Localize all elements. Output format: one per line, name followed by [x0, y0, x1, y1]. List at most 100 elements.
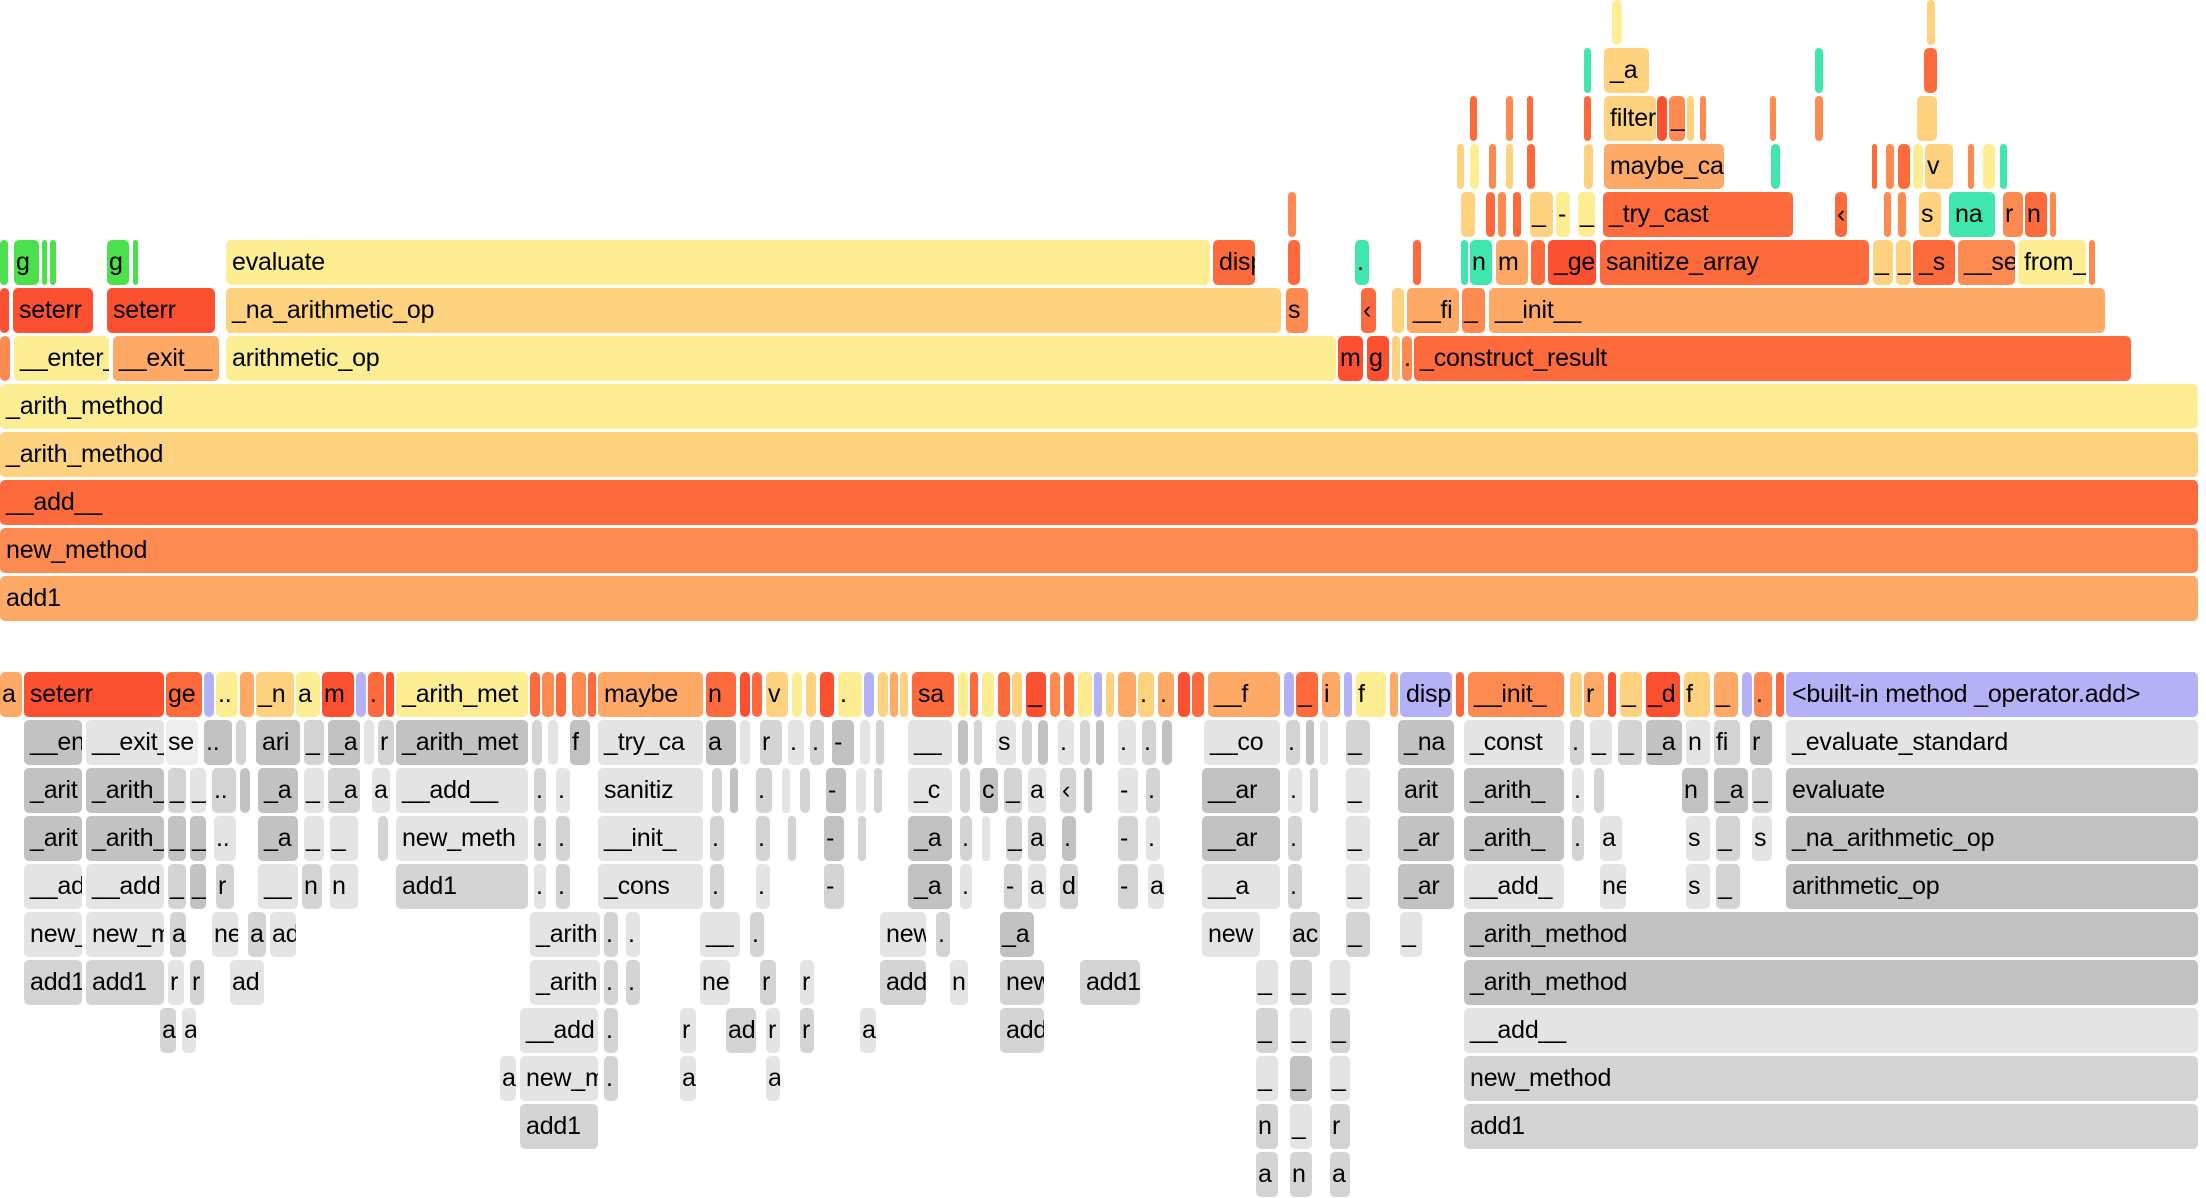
flame-frame[interactable]: [1924, 48, 1937, 93]
flame-frame[interactable]: [1192, 672, 1204, 717]
flame-frame[interactable]: [1461, 240, 1468, 285]
flame-frame[interactable]: _n: [256, 672, 294, 717]
flame-frame[interactable]: add1: [86, 960, 164, 1005]
flame-frame[interactable]: _: [1290, 1008, 1312, 1053]
flame-frame[interactable]: -: [832, 720, 854, 765]
flame-frame[interactable]: s: [1686, 816, 1710, 861]
flame-frame[interactable]: a: [1028, 816, 1046, 861]
flame-frame[interactable]: [204, 672, 214, 717]
flame-frame[interactable]: _: [1290, 960, 1312, 1005]
flame-frame[interactable]: .: [1062, 816, 1076, 861]
flame-frame[interactable]: [1776, 672, 1784, 717]
flame-frame[interactable]: [2000, 144, 2007, 189]
flame-frame[interactable]: [864, 672, 874, 717]
flame-frame[interactable]: _: [1256, 1008, 1278, 1053]
flame-frame[interactable]: r: [2003, 192, 2023, 237]
flame-frame[interactable]: r: [1750, 720, 1772, 765]
flame-frame[interactable]: ad: [726, 1008, 756, 1053]
flame-frame[interactable]: .: [604, 960, 618, 1005]
flame-frame[interactable]: new_m: [520, 1056, 598, 1101]
flame-frame[interactable]: _: [1346, 864, 1370, 909]
flame-frame[interactable]: a: [500, 1056, 516, 1101]
flame-frame[interactable]: _: [168, 864, 186, 909]
flame-frame[interactable]: [1884, 192, 1891, 237]
flame-frame[interactable]: g: [14, 240, 39, 285]
flame-frame[interactable]: _: [1716, 864, 1740, 909]
flame-frame[interactable]: .: [556, 768, 570, 813]
flame-frame[interactable]: from_: [2018, 240, 2086, 285]
flame-frame[interactable]: .: [604, 1008, 618, 1053]
flame-frame[interactable]: .: [534, 816, 546, 861]
flame-frame[interactable]: [982, 672, 994, 717]
flame-frame[interactable]: _: [190, 768, 206, 813]
icicle-graph-downward[interactable]: a seterr ge.. _n a m. _arith_met maybe n v. sa _.. _…: [0, 660, 2206, 1198]
flame-frame[interactable]: _: [1346, 720, 1370, 765]
flame-frame[interactable]: .: [1572, 768, 1584, 813]
flame-frame[interactable]: __a: [1202, 864, 1280, 909]
flame-frame[interactable]: [960, 768, 970, 813]
flame-frame[interactable]: .: [1286, 720, 1300, 765]
flame-frame[interactable]: _a: [1604, 48, 1649, 93]
flame-frame[interactable]: [1118, 672, 1136, 717]
flame-frame[interactable]: [1457, 144, 1464, 189]
flame-frame[interactable]: a: [248, 912, 266, 957]
flame-frame[interactable]: .: [960, 816, 972, 861]
flame-frame[interactable]: [1392, 288, 1404, 333]
flame-frame[interactable]: [1470, 96, 1477, 141]
flame-frame[interactable]: [800, 768, 810, 813]
flame-frame[interactable]: [1012, 672, 1022, 717]
flame-frame[interactable]: na: [1949, 192, 1995, 237]
flame-frame[interactable]: _arith_met: [396, 720, 528, 765]
flame-frame[interactable]: [1344, 672, 1352, 717]
flame-frame[interactable]: ..: [214, 816, 236, 861]
flame-frame[interactable]: [1584, 48, 1591, 93]
flame-frame[interactable]: [1288, 240, 1300, 285]
flame-frame[interactable]: [378, 816, 388, 861]
flame-frame[interactable]: [752, 672, 762, 717]
flame-frame[interactable]: .: [556, 864, 570, 909]
flame-frame[interactable]: _s: [1913, 240, 1955, 285]
flame-frame[interactable]: [1570, 672, 1582, 717]
flame-frame[interactable]: _: [1256, 960, 1278, 1005]
flame-frame[interactable]: [1513, 192, 1521, 237]
flame-frame[interactable]: r: [760, 960, 776, 1005]
flame-frame[interactable]: [1162, 720, 1172, 765]
flame-frame[interactable]: add1: [396, 864, 528, 909]
flame-frame[interactable]: ne: [700, 960, 730, 1005]
flame-frame[interactable]: _: [1400, 912, 1422, 957]
flame-frame[interactable]: se: [166, 720, 198, 765]
flame-frame[interactable]: [1968, 144, 1974, 189]
flame-frame[interactable]: d: [1060, 864, 1078, 909]
flame-frame[interactable]: [356, 672, 366, 717]
flame-frame[interactable]: [788, 816, 796, 861]
flame-frame[interactable]: s: [996, 720, 1016, 765]
flame-frame[interactable]: [1106, 672, 1114, 717]
flame-frame[interactable]: f: [1684, 672, 1710, 717]
flame-frame[interactable]: sanitize_array: [1600, 240, 1869, 285]
flame-frame[interactable]: _arith_: [86, 768, 164, 813]
flame-frame[interactable]: [878, 672, 888, 717]
flame-frame[interactable]: n: [950, 960, 968, 1005]
flame-frame[interactable]: sa: [912, 672, 954, 717]
flame-frame[interactable]: __: [258, 864, 298, 909]
flame-frame[interactable]: _: [1716, 816, 1740, 861]
flame-frame[interactable]: .: [1288, 816, 1302, 861]
flame-frame[interactable]: ‹: [1835, 192, 1847, 237]
flame-frame[interactable]: .: [1142, 720, 1156, 765]
flame-frame[interactable]: _arith: [530, 912, 600, 957]
flame-frame[interactable]: [1050, 672, 1060, 717]
flame-frame[interactable]: [1917, 96, 1937, 141]
flame-frame[interactable]: _: [190, 864, 206, 909]
flame-frame[interactable]: a: [1330, 1152, 1350, 1197]
flame-frame[interactable]: arithmetic_op: [1786, 864, 2198, 909]
flame-frame[interactable]: _: [168, 768, 186, 813]
flame-frame[interactable]: ad: [270, 912, 296, 957]
flame-frame[interactable]: add1: [520, 1104, 598, 1149]
flame-frame[interactable]: [133, 240, 138, 285]
flame-frame[interactable]: _na_arithmetic_op: [1786, 816, 2198, 861]
flame-frame[interactable]: [556, 672, 566, 717]
flame-frame[interactable]: ne: [212, 912, 238, 957]
flame-frame[interactable]: s: [1686, 864, 1710, 909]
flame-frame[interactable]: __add__: [0, 480, 2198, 525]
flame-frame[interactable]: i: [1322, 672, 1340, 717]
